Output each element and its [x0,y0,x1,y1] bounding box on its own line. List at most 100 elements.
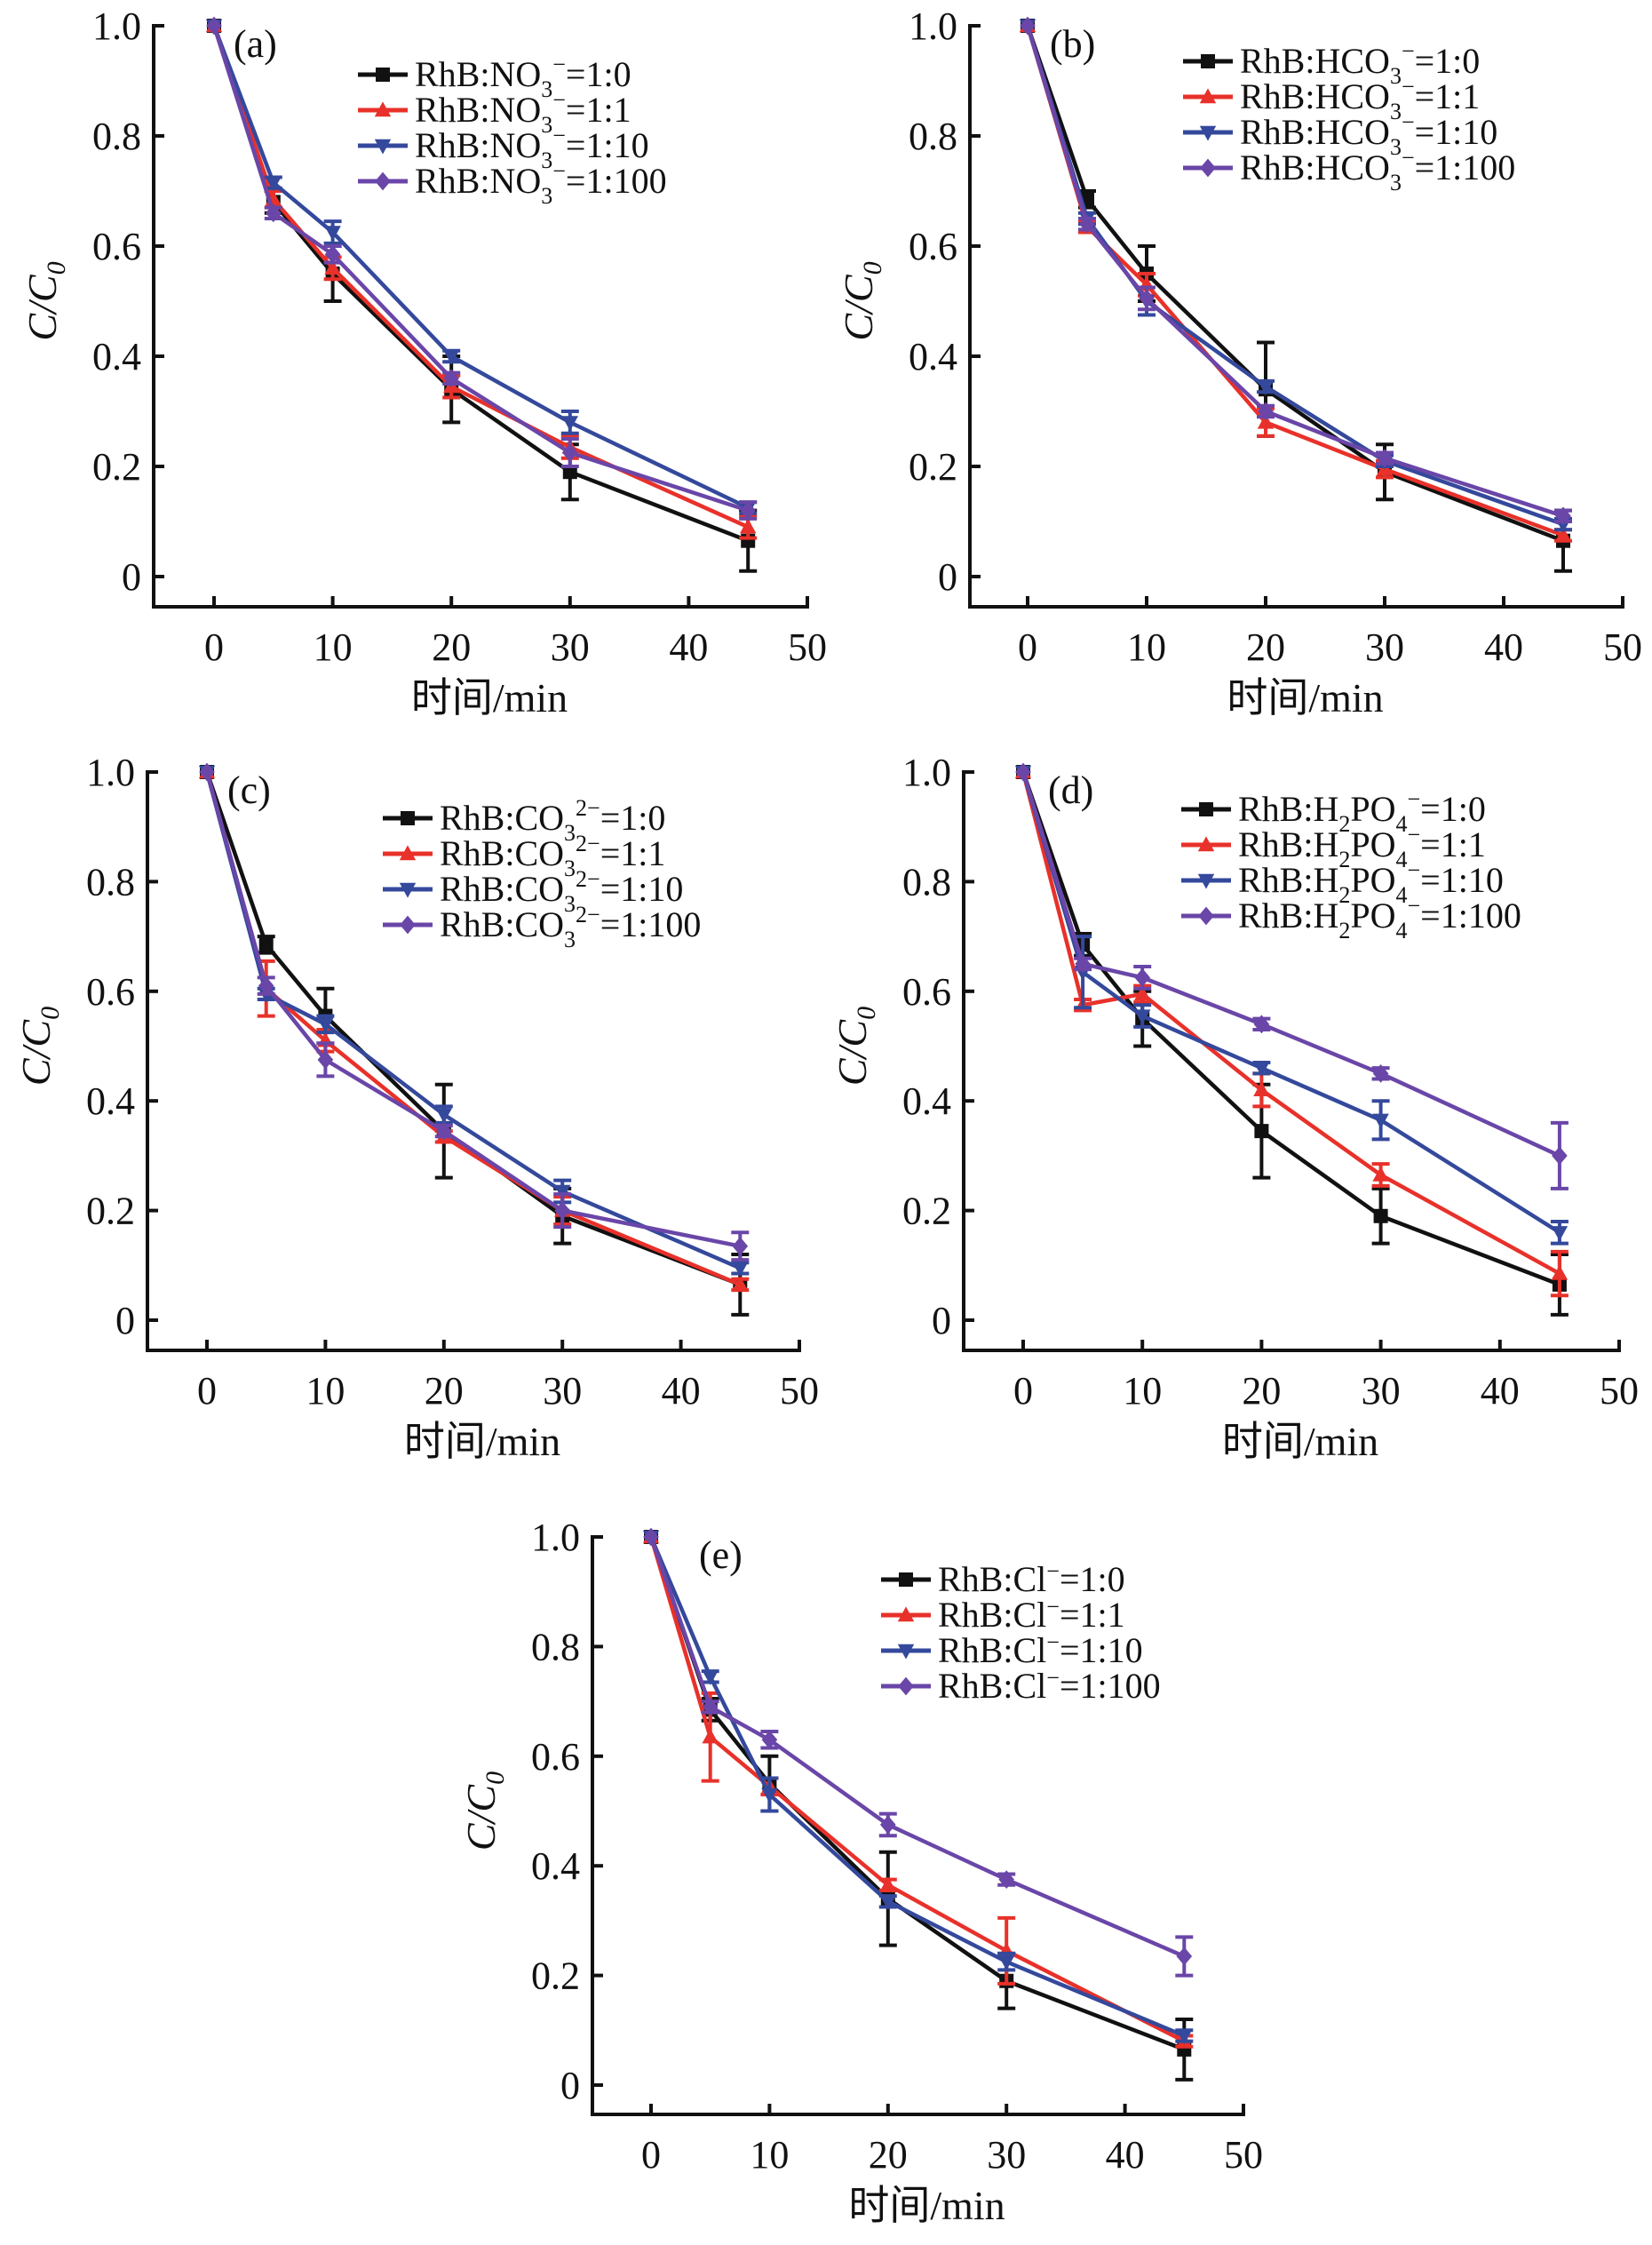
data-point [324,226,341,242]
data-point [324,259,341,275]
x-tick-label: 50 [788,625,827,669]
data-point [436,1121,452,1141]
data-point [1253,1081,1270,1097]
legend-marker [1199,88,1217,104]
legend-marker [1200,158,1216,178]
data-point [740,518,757,534]
series-3 [206,16,758,521]
legend-label: RhB:HCO3−=1:10 [1240,109,1497,160]
legend-label: RhB:H2PO4−=1:10 [1238,857,1504,908]
data-point [1372,1166,1389,1182]
data-point [732,1262,749,1277]
y-tick-label: 0.8 [902,860,951,904]
data-point [702,1697,719,1716]
series-line [204,771,741,1248]
data-point [880,1815,896,1835]
data-point [732,1276,749,1292]
y-tick-label: 0.8 [909,115,957,158]
series-line [1025,25,1564,543]
panel-label: (c) [227,768,271,812]
x-tick-label: 40 [662,1369,701,1413]
x-tick-label: 30 [987,2133,1026,2177]
data-point [879,1876,896,1891]
panel-label: (a) [234,22,277,66]
legend-marker [400,915,416,935]
data-point [1377,449,1393,468]
data-point [1257,379,1275,395]
data-point [265,176,282,192]
x-axis-title: 时间/min [1222,1419,1378,1464]
legend-item: RhB:CO32−=1:100 [383,902,701,952]
data-point [317,1017,334,1033]
data-point [1551,1264,1569,1280]
y-tick-label: 0 [560,2064,580,2107]
legend-item: RhB:H2PO4−=1:100 [1181,893,1521,943]
legend-marker [399,882,417,898]
data-point [324,244,341,264]
legend-label: RhB:H2PO4−=1:100 [1238,893,1521,943]
x-tick-label: 30 [543,1369,582,1413]
series-line [211,25,749,513]
data-point [1253,1015,1270,1034]
data-point [1075,954,1091,974]
data-point [1139,289,1155,308]
legend-marker [1199,802,1213,816]
data-point [998,1870,1014,1890]
x-tick-label: 50 [1603,625,1642,669]
legend-label: RhB:CO32−=1:1 [440,831,665,881]
x-tick-label: 40 [1481,1369,1520,1413]
legend-label: RhB:Cl−=1:1 [938,1594,1125,1635]
legend-marker [1199,125,1217,141]
data-point [1555,506,1571,526]
x-tick-label: 30 [1365,625,1404,669]
legend-item: RhB:NO3−=1:100 [358,158,667,209]
x-tick-label: 0 [1018,625,1037,669]
legend: RhB:H2PO4−=1:0RhB:H2PO4−=1:1RhB:H2PO4−=1… [1181,786,1521,943]
x-tick-label: 30 [551,625,590,669]
x-tick-label: 50 [1600,1369,1639,1413]
data-point [1552,1146,1568,1166]
legend: RhB:NO3−=1:0RhB:NO3−=1:1RhB:NO3−=1:10RhB… [358,52,667,209]
series-3 [199,762,750,1262]
data-point [1176,1946,1193,1966]
panel-label: (b) [1050,22,1095,66]
y-tick-label: 0.6 [902,970,951,1014]
legend-label: RhB:CO32−=1:100 [440,902,701,952]
legend-marker [1197,836,1215,852]
data-point [1254,1124,1269,1139]
x-axis-title: 时间/min [404,1419,560,1464]
y-tick-label: 0.8 [92,115,141,158]
y-tick-label: 1.0 [86,751,135,794]
series-line [648,1536,1186,2043]
series-line [648,1536,1186,2038]
legend-item: RhB:H2PO4−=1:1 [1181,822,1486,872]
legend-label: RhB:CO32−=1:0 [440,795,665,846]
legend-marker [374,101,392,117]
legend-label: RhB:HCO3−=1:1 [1240,74,1480,124]
series-3 [643,1527,1194,1978]
series-3 [1015,762,1569,1190]
data-point [443,369,459,388]
data-point [562,443,578,462]
y-tick-label: 0.8 [86,860,135,904]
x-axis-title: 时间/min [1227,675,1383,720]
data-point [1258,402,1274,421]
data-point [1176,2029,1193,2045]
data-point [761,1730,778,1749]
legend-marker [399,845,417,861]
y-axis-title: C/C0 [20,261,71,340]
data-point [443,349,460,365]
legend-label: RhB:Cl−=1:0 [938,1558,1125,1599]
panel-c: 0 0.2 0.4 0.6 0.8 1.0 0 10 20 30 40 50 时间/min C/C0 (c)… [13,751,819,1464]
y-tick-label: 0.2 [531,1954,580,1998]
y-tick-label: 0.6 [86,970,135,1014]
legend-label: RhB:Cl−=1:100 [938,1665,1161,1706]
x-tick-label: 20 [425,1369,464,1413]
legend-marker [401,811,415,825]
x-tick-label: 30 [1362,1369,1401,1413]
legend-marker [898,1676,914,1696]
data-point [1257,413,1275,429]
data-point [643,1527,659,1547]
x-tick-label: 10 [1127,625,1166,669]
x-tick-label: 20 [1246,625,1285,669]
